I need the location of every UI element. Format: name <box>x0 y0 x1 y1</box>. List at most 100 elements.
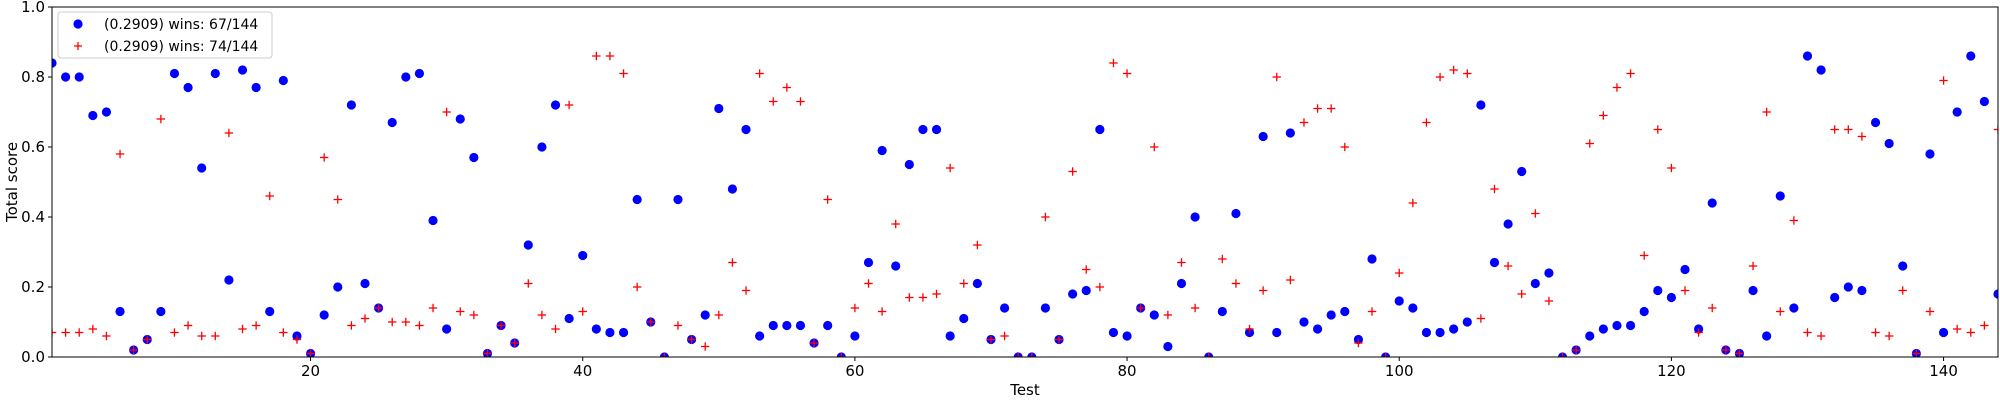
data-point-plus <box>1490 184 1499 194</box>
data-point-circle <box>1081 285 1091 296</box>
data-point-plus <box>1190 303 1200 313</box>
data-point-plus <box>1299 118 1309 127</box>
data-point-plus <box>88 324 98 334</box>
data-point-plus <box>1177 258 1186 267</box>
data-point-plus <box>279 328 288 337</box>
data-point-circle <box>333 282 343 292</box>
data-point-circle <box>1149 310 1159 320</box>
data-point-plus <box>1082 265 1091 274</box>
data-point-circle <box>999 303 1010 313</box>
data-point-plus <box>782 83 792 92</box>
data-point-circle <box>428 215 438 226</box>
data-point-plus <box>319 153 329 162</box>
data-point-plus <box>592 51 601 61</box>
data-point-plus <box>1286 275 1295 285</box>
data-point-plus <box>1503 261 1513 271</box>
data-point-plus <box>1000 331 1009 341</box>
data-point-plus <box>687 335 696 344</box>
data-point-plus <box>129 345 138 355</box>
data-point-circle <box>1176 278 1187 289</box>
data-point-plus <box>1326 104 1336 113</box>
data-point-plus <box>1653 125 1662 134</box>
data-point-circle <box>1122 331 1132 341</box>
data-point-circle <box>1598 324 1608 334</box>
data-point-plus <box>442 107 451 117</box>
data-point-circle <box>1190 212 1200 222</box>
data-point-circle <box>537 142 547 152</box>
data-point-circle <box>401 72 411 82</box>
x-axis-label: Test <box>1009 381 1040 399</box>
data-point-plus <box>1980 321 1989 330</box>
data-point-circle <box>360 278 370 289</box>
data-point-plus <box>306 349 315 357</box>
data-point-plus <box>347 321 356 330</box>
data-point-circle <box>578 250 588 261</box>
data-point-circle <box>550 100 561 110</box>
data-point-plus <box>646 317 655 327</box>
data-point-circle <box>1367 254 1377 264</box>
data-point-plus <box>1925 307 1935 316</box>
data-point-circle <box>183 82 193 93</box>
data-point-circle <box>632 194 642 205</box>
data-point-circle <box>210 68 220 79</box>
data-point-plus <box>1463 69 1472 78</box>
data-point-plus <box>1871 328 1880 337</box>
data-point-circle <box>251 82 261 93</box>
data-point-circle <box>795 320 806 331</box>
data-point-circle <box>768 320 778 331</box>
data-point-circle <box>1666 292 1676 303</box>
data-point-plus <box>945 163 955 173</box>
data-point-circle <box>1421 327 1432 338</box>
data-point-circle <box>1816 65 1826 75</box>
data-point-circle <box>319 310 329 320</box>
data-point-plus <box>183 321 193 330</box>
data-point-plus <box>1231 279 1241 288</box>
data-point-circle <box>224 275 234 285</box>
data-point-circle <box>1285 128 1295 138</box>
data-point-circle <box>1789 303 1799 313</box>
data-point-circle <box>972 278 982 289</box>
data-point-circle <box>1095 124 1105 135</box>
data-point-plus <box>115 149 125 159</box>
data-point-plus <box>333 195 342 204</box>
data-point-circle <box>863 257 874 268</box>
data-point-circle <box>904 159 914 170</box>
x-tick-label: 100 <box>1385 362 1414 380</box>
data-point-plus <box>1367 307 1377 316</box>
legend-label-series-1: (0.2909) wins: 67/144 <box>104 17 258 33</box>
x-tick-label: 140 <box>1929 362 1958 380</box>
data-point-plus <box>1599 111 1608 120</box>
data-point-plus <box>1531 209 1540 218</box>
data-point-plus <box>1816 331 1826 341</box>
data-point-plus <box>1857 132 1867 141</box>
data-point-circle <box>1068 289 1078 299</box>
data-point-circle <box>1231 208 1241 219</box>
data-point-circle <box>1966 51 1976 61</box>
data-point-circle <box>101 107 112 117</box>
data-point-circle <box>1775 191 1785 201</box>
data-point-circle <box>591 324 601 334</box>
y-tick-label: 0.6 <box>21 138 45 156</box>
data-point-circle <box>714 103 724 114</box>
data-point-circle <box>455 114 465 124</box>
data-point-circle <box>741 124 751 135</box>
data-point-circle <box>88 110 98 121</box>
data-point-plus <box>1517 289 1526 299</box>
data-point-plus <box>1993 125 1998 134</box>
data-point-circle <box>564 313 574 324</box>
data-point-plus <box>1340 142 1349 152</box>
data-point-plus <box>1748 261 1758 271</box>
data-point-circle <box>850 331 860 341</box>
data-point-plus <box>877 307 887 316</box>
data-point-circle <box>1435 327 1445 338</box>
data-point-circle <box>1503 219 1513 229</box>
data-point-plus <box>388 317 397 327</box>
data-point-circle <box>1489 257 1500 268</box>
data-point-circle <box>74 72 84 82</box>
data-point-plus <box>632 282 642 292</box>
data-point-plus <box>1245 324 1254 334</box>
data-point-plus <box>1449 65 1458 75</box>
data-point-plus <box>1136 303 1145 313</box>
